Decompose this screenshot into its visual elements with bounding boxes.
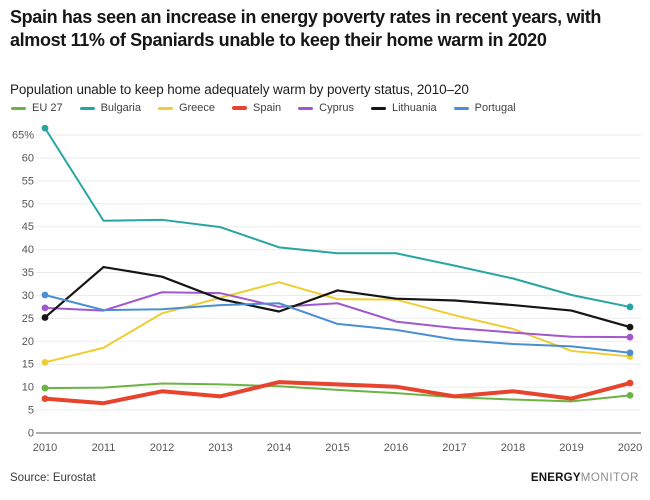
x-tick-label: 2012 [150, 442, 174, 454]
y-tick-label: 35 [22, 267, 34, 279]
legend-swatch-icon [298, 106, 314, 110]
legend-item-cyprus: Cyprus [298, 102, 354, 114]
page-title: Spain has seen an increase in energy pov… [10, 7, 602, 50]
legend-item-label: Greece [178, 102, 216, 114]
y-tick-label: 0 [28, 428, 34, 440]
y-tick-label: 20 [22, 336, 34, 348]
y-tick-label: 15 [22, 359, 34, 371]
x-tick-label: 2014 [267, 442, 291, 454]
x-tick-label: 2011 [92, 442, 116, 454]
source-note: Source: Eurostat [10, 472, 96, 484]
endpoint-dot-portugal [41, 291, 49, 299]
legend-swatch-icon [371, 106, 386, 110]
x-tick-label: 2017 [442, 442, 466, 454]
y-tick-label: 60 [22, 152, 34, 164]
legend-swatch-icon [157, 106, 173, 110]
y-tick-label: 50 [22, 198, 34, 210]
series-line-portugal [44, 294, 631, 354]
endpoint-dot-greece [41, 358, 49, 366]
legend-swatch-icon [11, 106, 26, 110]
legend-item-greece: Greece [157, 102, 216, 114]
endpoint-dot-cyprus [41, 304, 49, 312]
endpoint-dot-lithuania [41, 314, 49, 321]
series-line-spain [43, 380, 632, 406]
brand-logo-bold: ENERGY [530, 472, 581, 484]
series-line-greece [44, 281, 631, 364]
legend-item-label: Cyprus [319, 102, 354, 114]
legend-item-label: Spain [253, 102, 282, 114]
y-tick-label: 30 [22, 290, 34, 302]
x-tick-label: 2013 [208, 442, 232, 454]
y-tick-label: 55 [22, 175, 34, 187]
endpoint-dot-spain [626, 379, 634, 387]
legend-item-portugal: Portugal [453, 102, 516, 114]
endpoint-dot-lithuania [626, 323, 634, 331]
legend-item-bulgaria: Bulgaria [79, 102, 141, 114]
series-line-eu-27 [44, 382, 631, 403]
y-tick-label: 5 [28, 405, 34, 417]
endpoint-dot-bulgaria [41, 125, 49, 132]
series-line-cyprus [44, 291, 631, 339]
line-chart: 0 5 10 15 20 25 30 35 40 45 50 55 60 65% 2010 2011 2012 2… [12, 125, 642, 454]
endpoint-dot-eu-27 [41, 384, 49, 392]
x-tick-label: 2010 [33, 442, 57, 454]
x-tick-label: 2019 [559, 442, 583, 454]
endpoint-dot-eu-27 [626, 392, 634, 399]
x-tick-label: 2018 [501, 442, 525, 454]
legend-swatch-icon [79, 106, 95, 110]
chart-subtitle: Population unable to keep home adequatel… [10, 82, 469, 97]
endpoint-dot-spain [41, 395, 49, 403]
legend-item-eu-27: EU 27 [11, 102, 63, 114]
brand-logo: ENERGYMONITOR [531, 472, 639, 484]
x-tick-label: 2020 [618, 442, 642, 454]
legend-item-label: EU 27 [32, 102, 63, 114]
legend-swatch-icon [453, 106, 469, 110]
series-line-bulgaria [44, 127, 631, 308]
legend-item-lithuania: Lithuania [371, 102, 437, 114]
legend: EU 27 Bulgaria Greece Spain Cyprus Lithuania P… [11, 102, 516, 114]
x-tick-label: 2016 [384, 442, 408, 454]
y-tick-label: 45 [22, 221, 34, 233]
series-line-lithuania [43, 265, 632, 329]
legend-item-label: Portugal [474, 102, 516, 114]
legend-item-label: Lithuania [392, 102, 437, 114]
legend-item-spain: Spain [232, 102, 281, 114]
x-tick-label: 2015 [325, 442, 349, 454]
y-tick-label: 10 [22, 382, 34, 394]
legend-item-label: Bulgaria [100, 102, 141, 114]
y-tick-label: 25 [22, 313, 34, 325]
y-tick-label: 40 [22, 244, 34, 256]
brand-logo-light: MONITOR [580, 472, 639, 484]
endpoint-dot-bulgaria [626, 303, 634, 311]
endpoint-dot-portugal [626, 349, 634, 357]
endpoint-dot-cyprus [626, 333, 634, 341]
legend-swatch-icon [232, 106, 248, 110]
y-tick-label: 65% [12, 130, 34, 142]
